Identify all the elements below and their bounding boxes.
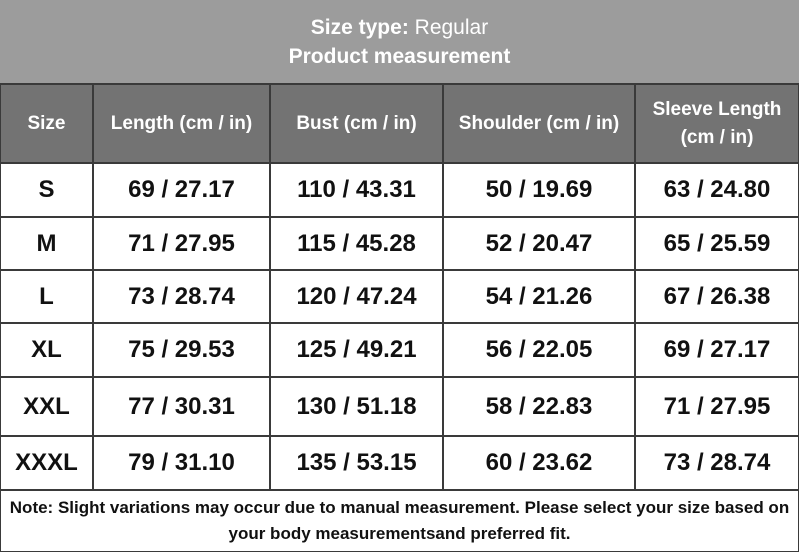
column-header: Length (cm / in)	[94, 85, 269, 162]
table-cell: 69 / 27.17	[636, 324, 798, 376]
table-cell: 73 / 28.74	[636, 437, 798, 489]
table-cell: 79 / 31.10	[94, 437, 269, 489]
table-cell: 110 / 43.31	[271, 164, 442, 216]
size-type: Regular	[414, 15, 489, 39]
table-cell: 50 / 19.69	[444, 164, 634, 216]
table-cell: L	[1, 271, 92, 322]
table-cell: 77 / 30.31	[94, 378, 269, 435]
subtitle: Product measurement	[288, 44, 511, 68]
table-cell: 125 / 49.21	[271, 324, 442, 376]
table-cell: XXXL	[1, 437, 92, 489]
table-cell: 52 / 20.47	[444, 218, 634, 269]
table-cell: 54 / 21.26	[444, 271, 634, 322]
note: Note: Slight variations may occur due to…	[1, 491, 798, 551]
table-cell: 69 / 27.17	[94, 164, 269, 216]
table-cell: 71 / 27.95	[636, 378, 798, 435]
table-cell: 60 / 23.62	[444, 437, 634, 489]
table-cell: 71 / 27.95	[94, 218, 269, 269]
table-cell: S	[1, 164, 92, 216]
table-cell: 135 / 53.15	[271, 437, 442, 489]
table-cell: 115 / 45.28	[271, 218, 442, 269]
column-header: Bust (cm / in)	[271, 85, 442, 162]
table-cell: 58 / 22.83	[444, 378, 634, 435]
size-type-line: Size type: Regular	[311, 13, 488, 42]
table-cell: 73 / 28.74	[94, 271, 269, 322]
table-cell: 63 / 24.80	[636, 164, 798, 216]
table-cell: 67 / 26.38	[636, 271, 798, 322]
size-type-label: Size type:	[310, 15, 409, 39]
table-cell: 120 / 47.24	[271, 271, 442, 322]
table-cell: M	[1, 218, 92, 269]
table-cell: XL	[1, 324, 92, 376]
table-cell: XXL	[1, 378, 92, 435]
title-block: Size type: Regular Product measurement	[0, 0, 799, 83]
table-cell: 130 / 51.18	[271, 378, 442, 435]
table-cell: 56 / 22.05	[444, 324, 634, 376]
column-header: Size	[1, 85, 92, 162]
table-cell: 75 / 29.53	[94, 324, 269, 376]
table-cell: 65 / 25.59	[636, 218, 798, 269]
column-header: Shoulder (cm / in)	[444, 85, 634, 162]
column-header: Sleeve Length (cm / in)	[636, 85, 798, 162]
